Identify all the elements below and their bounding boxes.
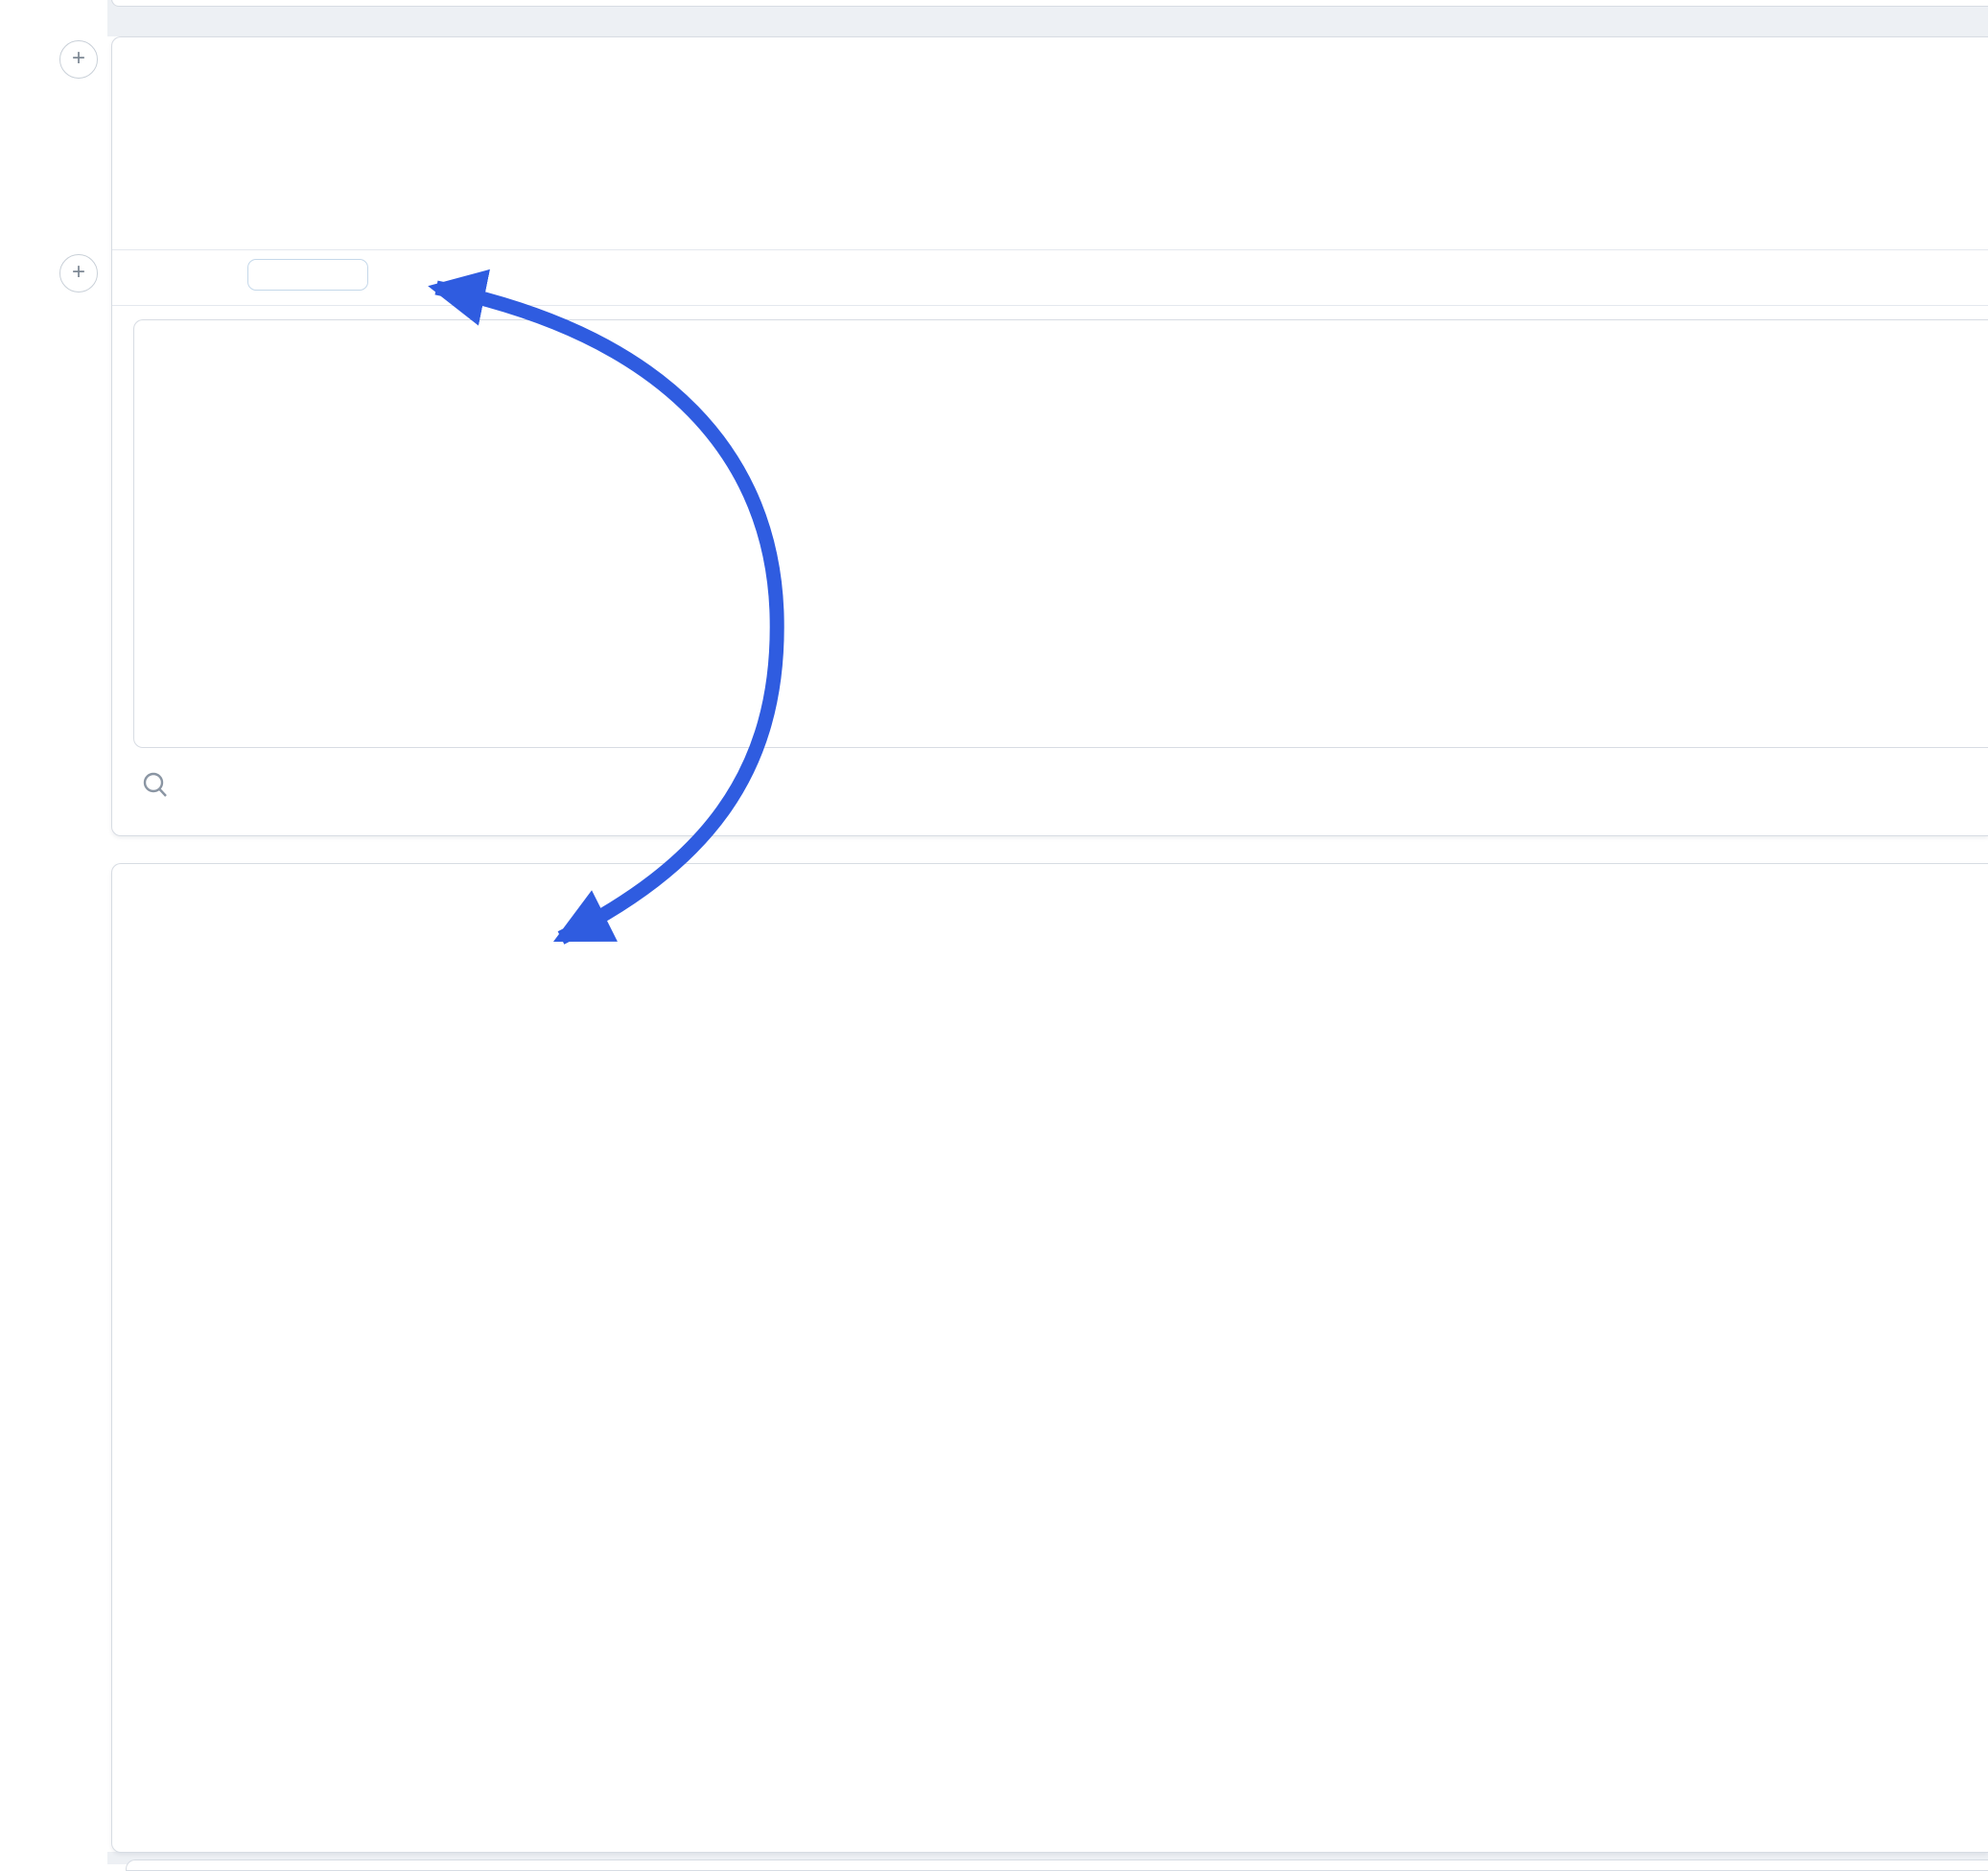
previous-cell-edge — [111, 0, 1988, 7]
add-cell-button[interactable]: + — [59, 40, 98, 79]
add-cell-button[interactable]: + — [59, 254, 98, 292]
next-cell-edge — [126, 1859, 1988, 1871]
plus-icon: + — [71, 259, 85, 285]
python-cell[interactable] — [111, 863, 1988, 1853]
cell-separator — [112, 249, 1988, 250]
result-table-card — [133, 319, 1988, 748]
cell-separator — [112, 305, 1988, 306]
plus-icon: + — [71, 45, 85, 71]
output-variable-pill[interactable] — [247, 259, 368, 291]
